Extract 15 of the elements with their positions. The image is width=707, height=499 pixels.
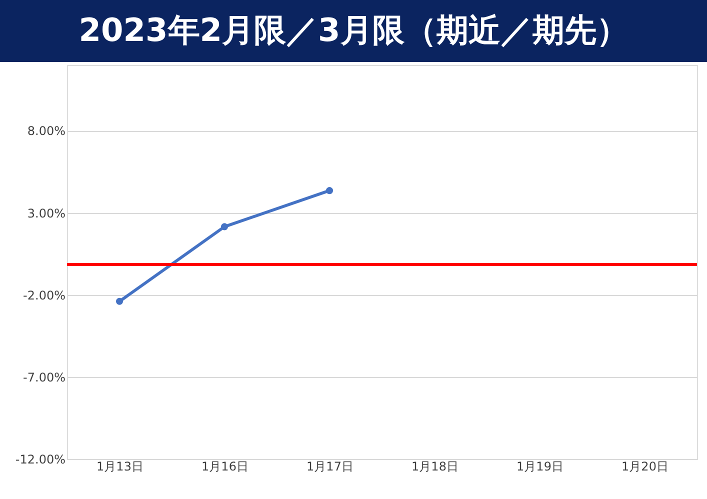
point: [116, 298, 124, 305]
x-tick-label: 1月16日: [202, 460, 248, 474]
x-tick-label: 1月17日: [306, 460, 354, 474]
y-tick-label: 8.00%: [27, 124, 66, 138]
chart-title: 2023年2月限／3月限（期近／期先）: [78, 11, 628, 49]
x-tick-label: 1月20日: [622, 460, 668, 474]
point: [220, 223, 228, 230]
point: [326, 187, 334, 194]
x-tick-label: 1月13日: [96, 460, 144, 474]
y-tick-label: -2.00%: [23, 288, 66, 302]
y-tick-label: -7.00%: [23, 370, 66, 384]
y-tick-label: -12.00%: [15, 452, 66, 466]
y-tick-label: 3.00%: [27, 206, 66, 220]
x-tick-label: 1月18日: [412, 460, 458, 474]
x-tick-label: 1月19日: [516, 460, 564, 474]
